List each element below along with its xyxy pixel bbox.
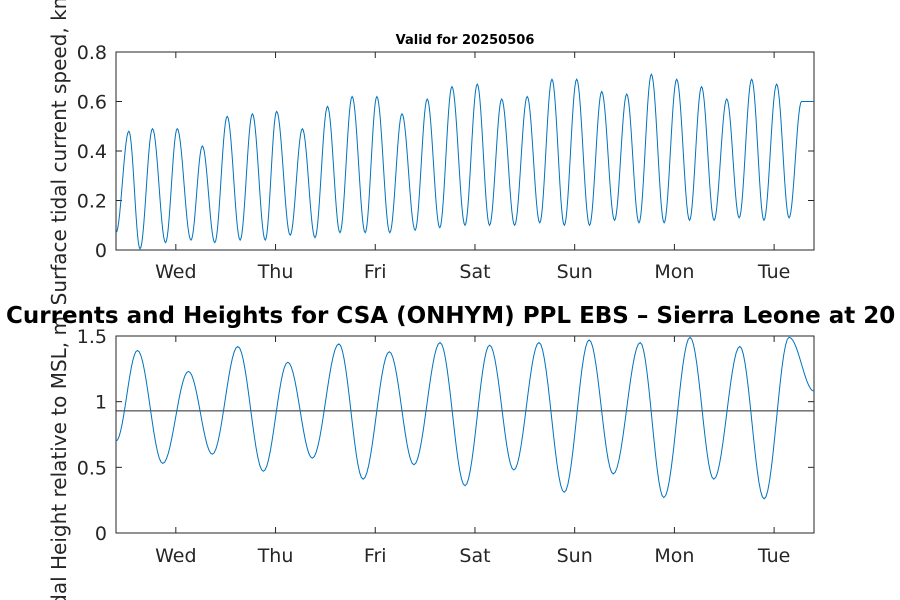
y-tick-label: 0.4 bbox=[77, 141, 107, 163]
y-tick-label: 0 bbox=[95, 240, 107, 262]
y-tick-label: 0.8 bbox=[77, 42, 107, 64]
current-speed-series-line bbox=[115, 73, 814, 250]
current-speed-axes-box bbox=[115, 51, 815, 251]
y-tick-label: 0.5 bbox=[77, 457, 107, 479]
current-speed-title: Valid for 20250506 bbox=[396, 33, 535, 48]
page-title: Currents and Heights for CSA (ONHYM) PPL… bbox=[6, 303, 895, 329]
x-tick-label: Fri bbox=[364, 545, 387, 567]
x-tick-label: Tue bbox=[757, 261, 790, 283]
current-speed-x-ticks: Wed Thu Fri Sat Sun Mon Tue bbox=[155, 52, 790, 283]
tidal-height-x-ticks: Wed Thu Fri Sat Sun Mon Tue bbox=[155, 336, 790, 567]
y-tick-label: 1.5 bbox=[77, 326, 107, 348]
x-tick-label: Fri bbox=[364, 261, 387, 283]
y-tick-label: 0.6 bbox=[77, 92, 107, 114]
tidal-height-y-ticks: 0 0.5 1 1.5 bbox=[77, 326, 814, 545]
x-tick-label: Sat bbox=[459, 545, 490, 567]
tidal-height-y-axis-label: Tidal Height relative to MSL, m bbox=[47, 316, 71, 600]
x-tick-label: Wed bbox=[155, 545, 196, 567]
x-tick-label: Sun bbox=[557, 545, 593, 567]
tidal-height-panel: 0 0.5 1 1.5 Wed Thu Fri Sat Sun Mon Tue Tidal Hei… bbox=[47, 316, 815, 600]
current-speed-y-axis-label: Surface tidal current speed, kn bbox=[47, 0, 71, 305]
y-tick-label: 1 bbox=[95, 392, 107, 414]
current-speed-panel: 0 0.2 0.4 0.6 0.8 Wed Thu Fri Sat Sun Mon Tue Vali… bbox=[47, 0, 815, 305]
y-tick-label: 0 bbox=[95, 523, 107, 545]
x-tick-label: Thu bbox=[257, 545, 294, 567]
x-tick-label: Sat bbox=[459, 261, 490, 283]
x-tick-label: Mon bbox=[654, 545, 694, 567]
tidal-height-axes-box bbox=[115, 335, 815, 534]
x-tick-label: Mon bbox=[654, 261, 694, 283]
y-tick-label: 0.2 bbox=[77, 191, 107, 213]
x-tick-label: Thu bbox=[257, 261, 294, 283]
x-tick-label: Sun bbox=[557, 261, 593, 283]
tidal-height-series-line bbox=[115, 336, 815, 500]
x-tick-label: Tue bbox=[757, 545, 790, 567]
x-tick-label: Wed bbox=[155, 261, 196, 283]
